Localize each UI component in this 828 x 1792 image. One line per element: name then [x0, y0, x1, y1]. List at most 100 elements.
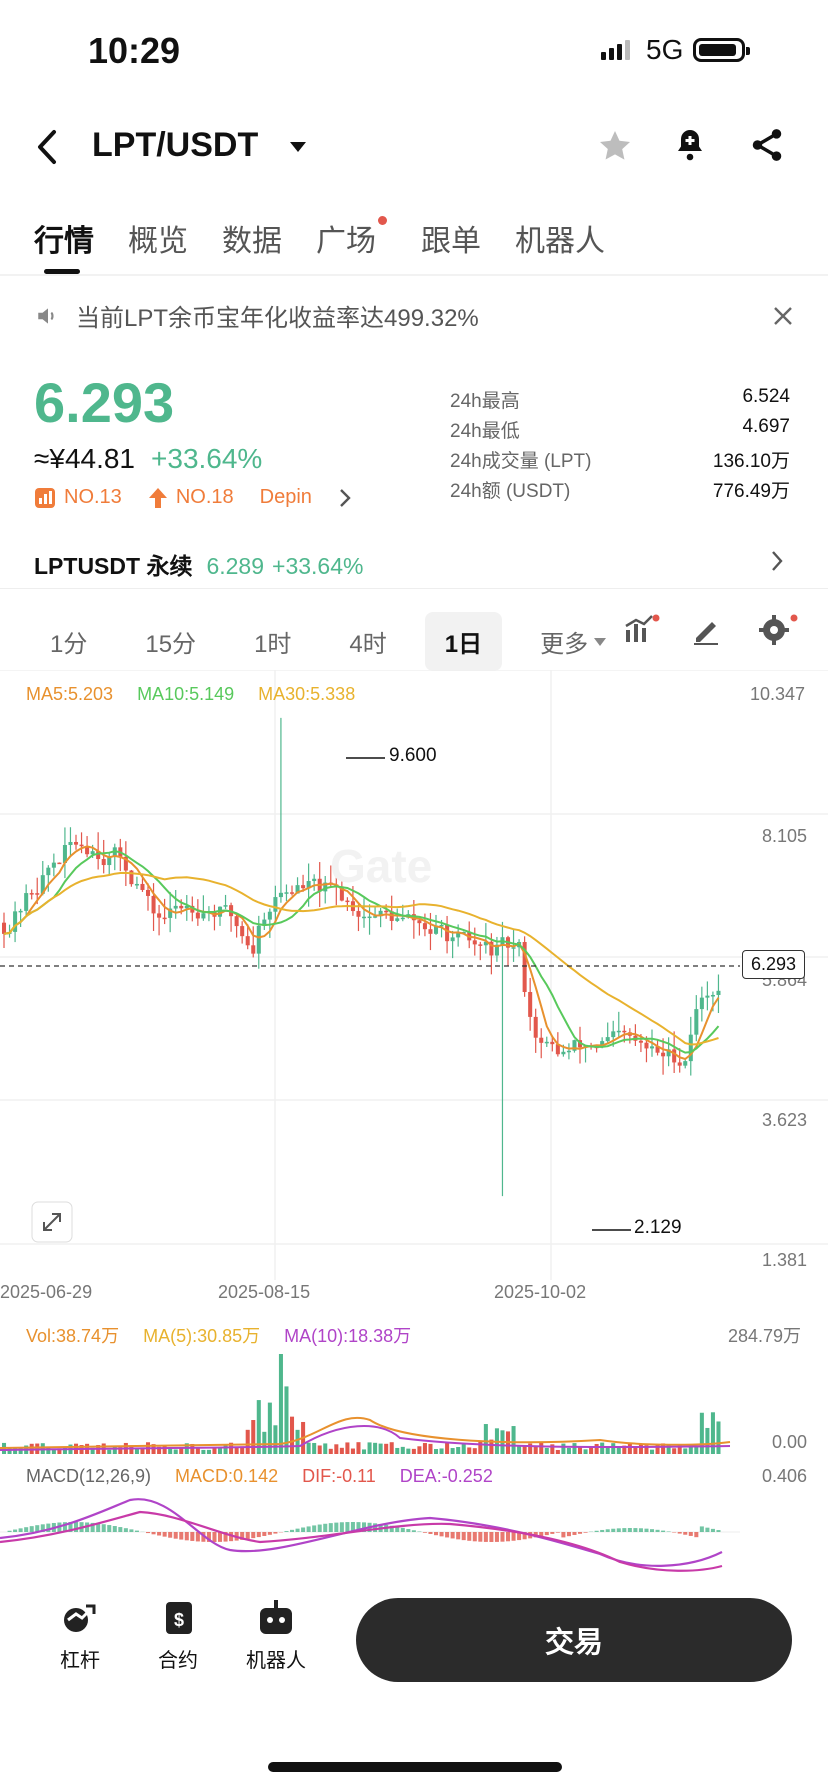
- indicator-icon[interactable]: [624, 614, 660, 646]
- macd-dif-line: [0, 1498, 723, 1567]
- alert-bell-icon[interactable]: [672, 126, 708, 164]
- pair-title[interactable]: LPT/USDT: [92, 126, 259, 164]
- perpetual-row[interactable]: LPTUSDT 永续 6.289 +33.64%: [34, 553, 364, 579]
- macd-bar: [688, 1532, 693, 1536]
- tab-data[interactable]: 数据: [222, 225, 282, 258]
- nav-margin[interactable]: 杠杆: [40, 1600, 120, 1673]
- price-chart[interactable]: Gate: [0, 670, 828, 1280]
- macd-bar: [578, 1532, 583, 1534]
- volume-bar: [334, 1444, 339, 1454]
- macd-bar: [146, 1532, 151, 1534]
- macd-bar: [18, 1528, 23, 1532]
- volume-legend: Vol:38.74万 MA(5):30.85万 MA(10):18.38万: [26, 1326, 412, 1346]
- macd-bar: [251, 1532, 256, 1539]
- contract-icon: $: [166, 1602, 192, 1634]
- candle-body: [273, 897, 278, 912]
- share-icon[interactable]: [748, 126, 786, 164]
- volume-bar: [118, 1447, 123, 1454]
- volume-bar: [195, 1447, 200, 1454]
- rank-badges[interactable]: NO.13 NO.18 Depin: [34, 486, 352, 509]
- volume-bar: [522, 1446, 527, 1454]
- macd-bar: [422, 1532, 427, 1533]
- candle-body: [384, 910, 389, 913]
- tab-overview[interactable]: 概览: [128, 225, 188, 258]
- macd-bar: [494, 1532, 499, 1542]
- tab-bots[interactable]: 机器人: [515, 225, 605, 258]
- volume-bar: [129, 1445, 134, 1454]
- volume-bar: [278, 1354, 283, 1454]
- candle-body: [24, 893, 29, 911]
- macd-bar: [411, 1530, 416, 1532]
- margin-icon: [64, 1604, 96, 1632]
- notice-bar[interactable]: 当前LPT余币宝年化收益率达499.32%: [34, 298, 794, 333]
- candle-body: [672, 1049, 677, 1063]
- volume-bar: [367, 1442, 372, 1454]
- tf-1d[interactable]: 1日: [424, 612, 503, 671]
- tf-4h[interactable]: 4时: [349, 631, 387, 658]
- macd-bar: [500, 1532, 505, 1542]
- back-icon[interactable]: [32, 128, 62, 166]
- candle-body: [46, 867, 51, 876]
- candle-body: [439, 924, 444, 927]
- candle-body: [422, 923, 427, 930]
- candle-body: [362, 916, 367, 919]
- candle-body: [295, 885, 300, 894]
- y-tick-4: 3.623: [762, 1110, 808, 1130]
- macd-bar: [107, 1525, 112, 1532]
- volume-bar: [705, 1427, 710, 1454]
- macd-bar: [29, 1526, 34, 1532]
- volume-bar: [134, 1447, 139, 1454]
- volume-bar: [345, 1442, 350, 1454]
- volume-bar: [517, 1445, 522, 1454]
- candle-body: [74, 841, 79, 845]
- candle-body: [151, 895, 156, 914]
- tab-copy-trading[interactable]: 跟单: [421, 225, 481, 258]
- chevron-right-icon[interactable]: [770, 550, 784, 572]
- volume-bar: [218, 1447, 223, 1454]
- star-icon[interactable]: [596, 128, 634, 164]
- volume-bar: [428, 1443, 433, 1454]
- close-icon[interactable]: [772, 305, 794, 327]
- candle-body: [306, 881, 311, 889]
- macd-bar: [62, 1522, 67, 1532]
- status-indicators: 5G: [600, 34, 751, 66]
- candle-body: [13, 911, 18, 932]
- trade-button[interactable]: 交易: [356, 1598, 792, 1682]
- settings-gear-icon[interactable]: [758, 612, 800, 648]
- macd-bar: [35, 1525, 40, 1532]
- tf-15m[interactable]: 15分: [145, 631, 197, 658]
- candle-body: [262, 919, 267, 926]
- caret-down-icon[interactable]: [289, 140, 307, 154]
- candle-body: [611, 1031, 616, 1038]
- macd-chart: [0, 1498, 740, 1572]
- nav-futures[interactable]: $ 合约: [138, 1600, 218, 1673]
- macd-bar: [683, 1532, 688, 1535]
- candle-body: [395, 918, 400, 921]
- volume-bar: [688, 1444, 693, 1454]
- volume-bar: [511, 1426, 516, 1454]
- nav-bots[interactable]: 机器人: [236, 1600, 316, 1673]
- section-divider: [0, 588, 828, 589]
- tf-1m[interactable]: 1分: [50, 631, 88, 658]
- macd-bar: [511, 1532, 516, 1541]
- tab-square[interactable]: 广场: [316, 216, 387, 260]
- candle-body: [168, 908, 173, 918]
- tf-1h[interactable]: 1时: [254, 631, 292, 658]
- volume-bar: [90, 1447, 95, 1454]
- last-price: 6.293: [34, 371, 175, 434]
- macd-bar: [611, 1528, 616, 1532]
- macd-bar: [395, 1526, 400, 1532]
- tab-market[interactable]: 行情: [34, 216, 94, 274]
- candle-body: [489, 941, 494, 956]
- draw-pen-icon[interactable]: [690, 614, 722, 646]
- volume-bar: [450, 1448, 455, 1454]
- macd-bar: [312, 1525, 317, 1532]
- tf-more[interactable]: 更多: [520, 612, 626, 671]
- volume-bar: [107, 1449, 112, 1454]
- candle-body: [35, 893, 40, 895]
- svg-text:$: $: [174, 1610, 184, 1630]
- candle-body: [134, 883, 139, 886]
- candle-body: [107, 857, 112, 866]
- volume-bar: [661, 1443, 666, 1454]
- volume-bar: [539, 1442, 544, 1454]
